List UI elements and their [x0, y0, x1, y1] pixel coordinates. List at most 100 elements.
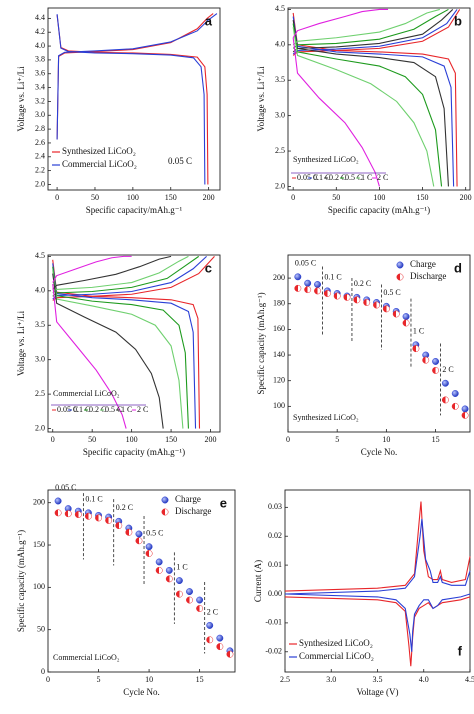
y-tick-label: 2.0: [35, 179, 45, 188]
panel-letter: b: [454, 13, 462, 28]
curve: [284, 596, 471, 667]
x-tick-label: 50: [332, 193, 340, 202]
legend-label: 0.05 C: [297, 173, 318, 182]
legend-marker: [396, 273, 404, 281]
legend-label: 0.05 C: [57, 405, 78, 414]
x-axis-label: Voltage (V): [356, 687, 398, 697]
curve: [52, 256, 215, 301]
curve: [292, 27, 435, 187]
discharge-marker: [314, 287, 321, 295]
x-axis-label: Specific capacity (mAh.g⁻¹): [328, 205, 430, 215]
discharge-marker: [373, 301, 380, 309]
rate-label: 0.05 C: [55, 483, 76, 492]
charge-marker: [432, 358, 440, 365]
y-tick-label: 200: [273, 273, 285, 282]
y-tick-label: 3.0: [35, 355, 45, 364]
x-axis-label: Specific capacity/mAh.g⁻¹: [86, 205, 183, 215]
panel-note: Commercial LiCoO₂: [53, 389, 120, 398]
y-tick-label: 140: [273, 350, 285, 359]
x-tick-label: 200: [205, 435, 217, 444]
charge-marker: [196, 596, 204, 604]
y-axis-label: Voltage vs. Li⁺/Li: [256, 66, 266, 132]
rate-label: 0.05 C: [295, 259, 316, 268]
y-tick-label: 120: [273, 376, 285, 385]
curve: [292, 8, 449, 49]
discharge-marker: [392, 310, 400, 318]
y-tick-label: 2.6: [35, 138, 45, 147]
y-tick-label: 0.03: [268, 502, 282, 511]
y-tick-label: 3.0: [35, 110, 45, 119]
curve: [52, 255, 132, 283]
discharge-marker: [165, 575, 173, 583]
curve: [56, 13, 214, 140]
x-tick-label: 50: [88, 435, 96, 444]
curve: [284, 593, 471, 652]
discharge-marker: [363, 299, 371, 306]
x-tick-label: 0: [291, 193, 295, 202]
legend-label: 2 C: [137, 405, 148, 414]
y-tick-label: 2.5: [35, 389, 45, 398]
discharge-marker: [175, 590, 183, 598]
discharge-marker: [115, 522, 123, 530]
discharge-marker: [155, 566, 163, 574]
y-tick-label: 4.0: [35, 41, 45, 50]
x-axis-label: Specific capacity (mAh.g⁻¹): [83, 447, 185, 457]
legend-label: Commercial LiCoO₂: [299, 651, 374, 661]
charge-marker: [175, 577, 183, 585]
discharge-marker: [382, 305, 390, 313]
panel-letter: f: [458, 643, 463, 658]
x-tick-label: 5: [335, 435, 339, 444]
x-tick-label: 150: [417, 193, 429, 202]
charge-marker: [155, 558, 163, 566]
y-tick-label: 3.8: [35, 55, 45, 64]
x-tick-label: 200: [203, 193, 215, 202]
y-tick-label: 4.4: [35, 13, 45, 22]
y-tick-label: 100: [273, 401, 285, 410]
curve: [292, 16, 455, 187]
discharge-marker: [64, 510, 72, 518]
rate-label: 0.2 C: [354, 279, 371, 288]
y-tick-label: 0.02: [268, 531, 282, 540]
y-tick-label: 150: [33, 540, 45, 549]
charge-marker: [304, 279, 312, 287]
legend-label: Discharge: [175, 506, 211, 516]
y-tick-label: 0: [41, 667, 45, 676]
y-tick-label: 3.4: [35, 82, 45, 91]
discharge-marker: [216, 643, 224, 651]
plot-frame: [47, 7, 221, 191]
rate-label: 1 C: [413, 327, 424, 336]
curve: [284, 501, 471, 592]
y-tick-label: 4.0: [275, 40, 285, 49]
rate-label: 0.5 C: [383, 288, 400, 297]
panel-note: Synthesized LiCoO₂: [293, 155, 359, 164]
discharge-marker: [412, 345, 420, 353]
y-tick-label: 2.5: [275, 146, 285, 155]
legend-label: 0.2 C: [89, 405, 106, 414]
x-tick-label: 4.5: [465, 675, 474, 684]
rate-label: 0.2 C: [116, 503, 133, 512]
x-tick-label: 100: [126, 435, 138, 444]
y-axis-label: Specific capacity (mAh.g⁻¹): [16, 530, 26, 632]
curve: [52, 273, 164, 429]
charge-marker: [206, 621, 214, 629]
panel-letter: c: [205, 260, 212, 275]
discharge-marker: [125, 528, 133, 536]
y-tick-label: 4.2: [35, 27, 45, 36]
charge-marker: [314, 281, 321, 288]
y-tick-label: -0.01: [265, 618, 282, 627]
x-tick-label: 2.5: [280, 675, 290, 684]
x-tick-label: 15: [196, 675, 204, 684]
discharge-marker: [145, 550, 153, 557]
discharge-marker: [432, 366, 440, 374]
legend-label: Discharge: [410, 271, 446, 281]
x-tick-label: 5: [97, 675, 101, 684]
x-tick-label: 50: [91, 193, 99, 202]
plot-frame: [47, 254, 221, 433]
charge-marker: [451, 390, 459, 397]
rate-label: 0.1 C: [85, 495, 102, 504]
legend-label: 1 C: [361, 173, 372, 182]
discharge-marker: [105, 517, 113, 524]
legend-label: 0.1 C: [73, 405, 90, 414]
x-tick-label: 0: [51, 435, 55, 444]
